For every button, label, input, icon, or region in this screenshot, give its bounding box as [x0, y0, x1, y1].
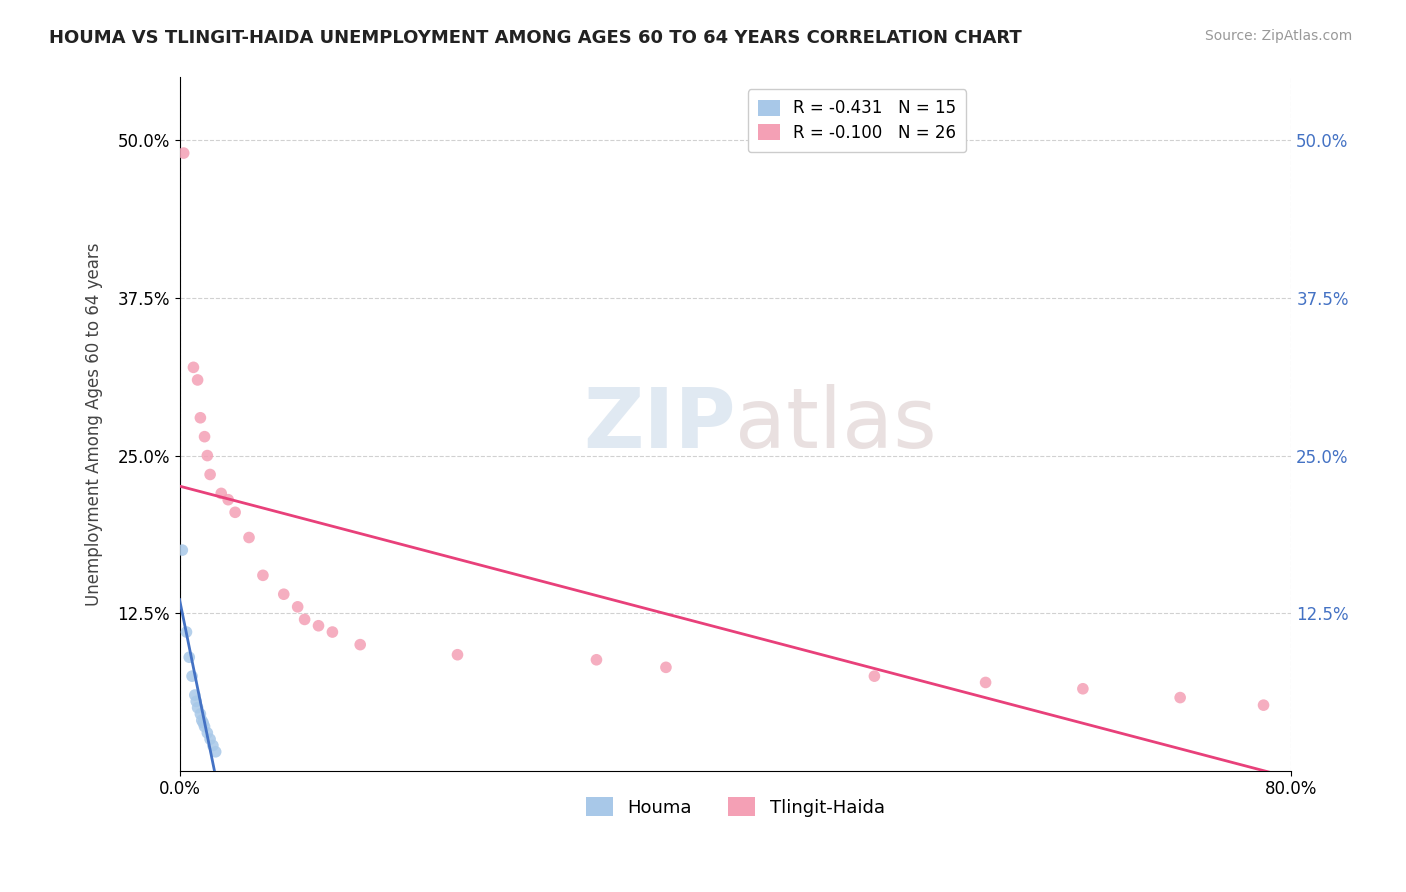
- Point: [238, 531, 260, 545]
- Point: [193, 430, 215, 444]
- Legend: Houma, Tlingit-Haida: Houma, Tlingit-Haida: [579, 790, 891, 824]
- Point: [190, 410, 212, 425]
- Point: [1168, 690, 1191, 705]
- Point: [446, 648, 468, 662]
- Text: HOUMA VS TLINGIT-HAIDA UNEMPLOYMENT AMONG AGES 60 TO 64 YEARS CORRELATION CHART: HOUMA VS TLINGIT-HAIDA UNEMPLOYMENT AMON…: [49, 29, 1022, 46]
- Point: [173, 146, 195, 161]
- Point: [655, 660, 678, 674]
- Point: [191, 715, 214, 730]
- Point: [184, 688, 207, 702]
- Point: [974, 675, 997, 690]
- Point: [585, 653, 607, 667]
- Text: atlas: atlas: [735, 384, 938, 465]
- Point: [191, 713, 214, 727]
- Y-axis label: Unemployment Among Ages 60 to 64 years: Unemployment Among Ages 60 to 64 years: [86, 243, 103, 606]
- Point: [1071, 681, 1094, 696]
- Text: Source: ZipAtlas.com: Source: ZipAtlas.com: [1205, 29, 1353, 43]
- Point: [195, 726, 218, 740]
- Point: [349, 638, 371, 652]
- Point: [1253, 698, 1275, 713]
- Point: [273, 587, 295, 601]
- Point: [187, 700, 209, 714]
- Point: [321, 625, 343, 640]
- Point: [294, 612, 316, 626]
- Point: [193, 720, 215, 734]
- Point: [195, 449, 218, 463]
- Point: [198, 467, 221, 482]
- Point: [224, 505, 246, 519]
- Point: [187, 373, 209, 387]
- Point: [190, 706, 212, 721]
- Text: ZIP: ZIP: [583, 384, 735, 465]
- Point: [308, 619, 330, 633]
- Point: [183, 360, 205, 375]
- Point: [204, 745, 226, 759]
- Point: [176, 625, 198, 640]
- Point: [209, 486, 232, 500]
- Point: [198, 732, 221, 747]
- Point: [252, 568, 274, 582]
- Point: [179, 650, 201, 665]
- Point: [172, 543, 194, 558]
- Point: [287, 599, 309, 614]
- Point: [217, 492, 239, 507]
- Point: [181, 669, 204, 683]
- Point: [201, 739, 224, 753]
- Point: [863, 669, 886, 683]
- Point: [186, 694, 208, 708]
